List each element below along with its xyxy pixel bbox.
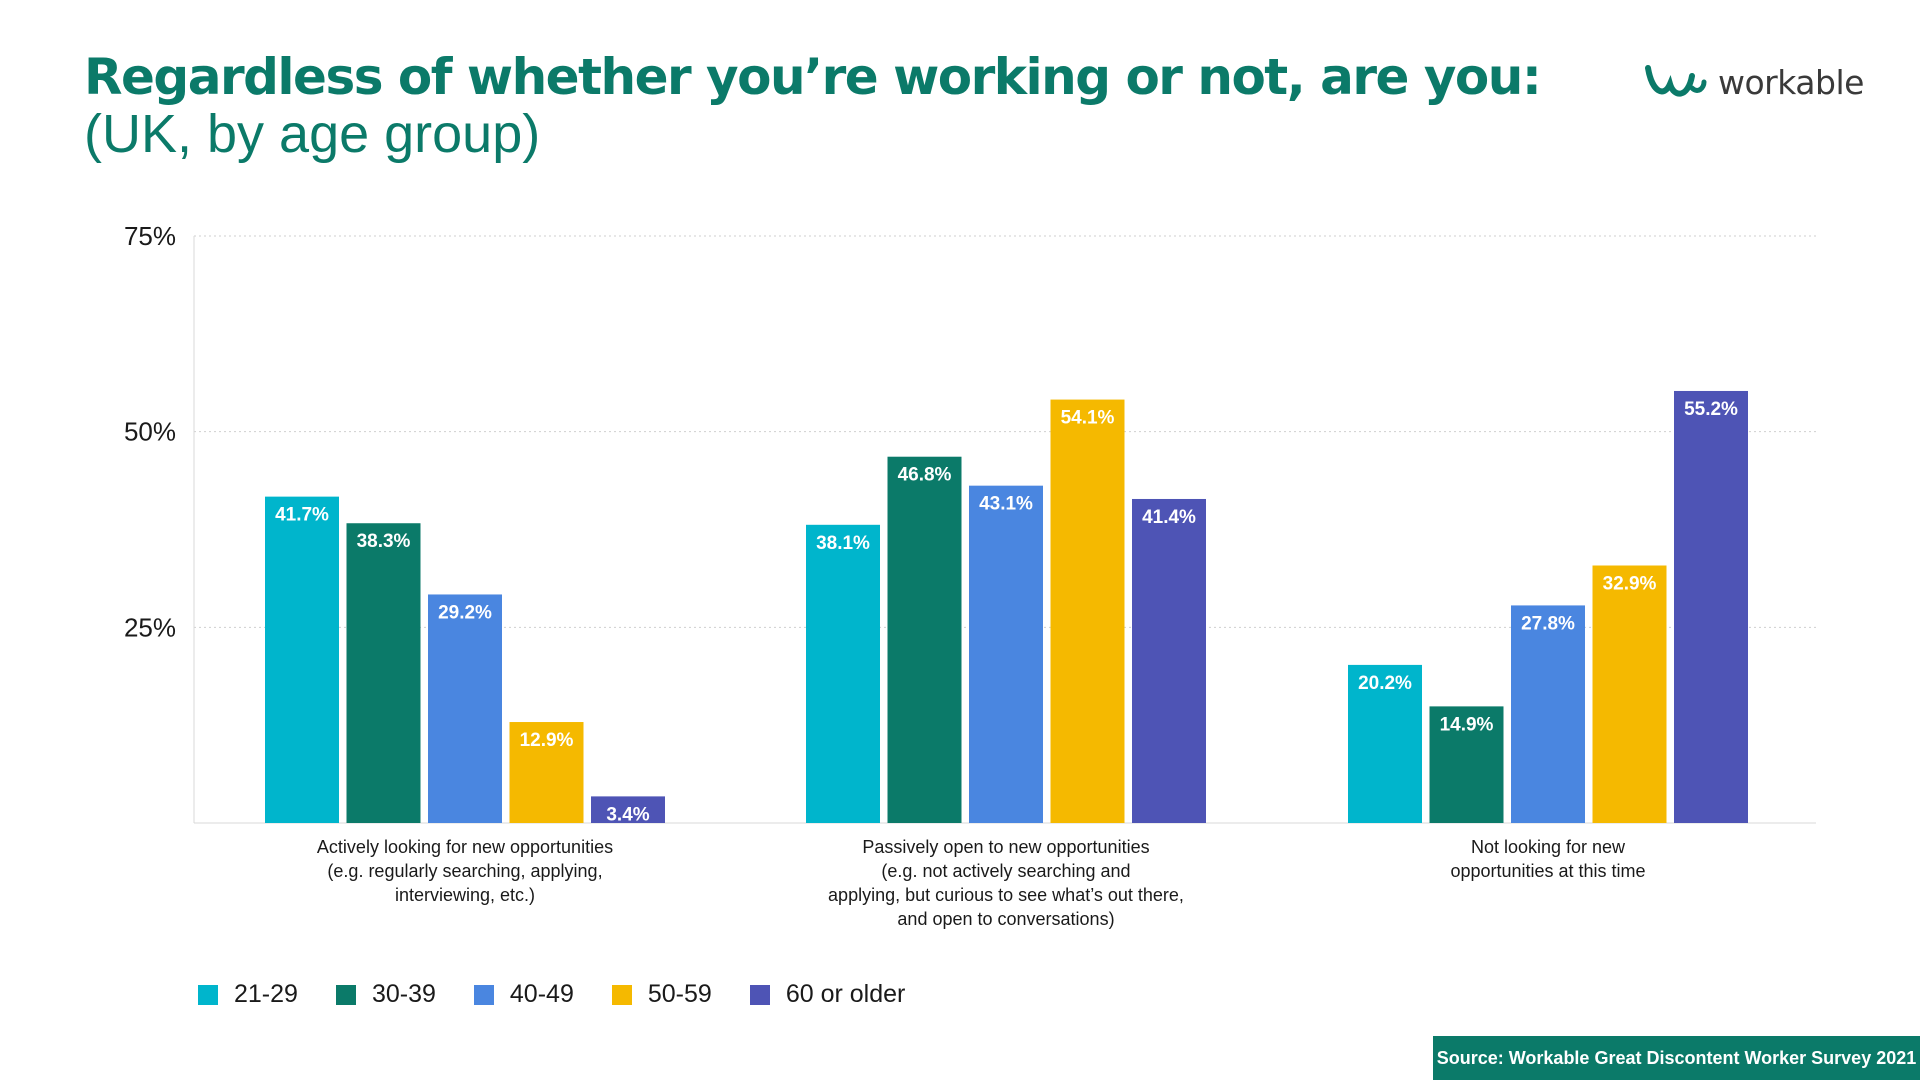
data-label: 55.2% bbox=[1684, 399, 1738, 420]
data-label: 27.8% bbox=[1521, 613, 1575, 634]
chart-legend: 21-29 30-39 40-49 50-59 60 or older bbox=[198, 980, 943, 1009]
data-label: 41.7% bbox=[275, 505, 329, 526]
x-category-label: opportunities at this time bbox=[1450, 861, 1645, 881]
legend-item: 30-39 bbox=[335, 980, 436, 1009]
y-tick-label: 25% bbox=[124, 612, 176, 642]
bar bbox=[1511, 605, 1585, 823]
data-label: 32.9% bbox=[1603, 574, 1657, 595]
legend-label: 50-59 bbox=[647, 980, 712, 1008]
bar bbox=[1674, 390, 1748, 823]
bar bbox=[1132, 498, 1206, 823]
legend-label: 60 or older bbox=[785, 980, 906, 1008]
y-tick-label: 50% bbox=[124, 417, 176, 447]
data-label: 46.8% bbox=[898, 465, 952, 486]
data-label: 41.4% bbox=[1142, 507, 1196, 528]
legend-swatch bbox=[473, 984, 494, 1005]
x-category-label: Not looking for new bbox=[1471, 837, 1626, 857]
x-category-label: (e.g. regularly searching, applying, bbox=[327, 861, 602, 881]
bar bbox=[887, 456, 962, 823]
legend-item: 40-49 bbox=[473, 980, 574, 1009]
chart-subtitle: (UK, by age group) bbox=[84, 104, 541, 164]
bar bbox=[265, 496, 339, 823]
x-category-label: and open to conversations) bbox=[897, 909, 1114, 929]
bar bbox=[591, 796, 665, 823]
data-label: 20.2% bbox=[1358, 673, 1412, 694]
data-label: 29.2% bbox=[438, 602, 492, 623]
data-label: 3.4% bbox=[606, 804, 649, 825]
legend-swatch bbox=[335, 984, 356, 1005]
legend-swatch bbox=[611, 984, 632, 1005]
x-category-label: (e.g. not actively searching and bbox=[881, 861, 1130, 881]
legend-label: 40-49 bbox=[509, 980, 574, 1008]
legend-item: 50-59 bbox=[611, 980, 712, 1009]
y-tick-label: 75% bbox=[124, 221, 176, 251]
bar bbox=[1348, 664, 1422, 823]
legend-label: 30-39 bbox=[371, 980, 436, 1008]
data-label: 54.1% bbox=[1061, 408, 1115, 429]
x-category-label: interviewing, etc.) bbox=[395, 885, 535, 905]
chart-title: Regardless of whether you’re working or … bbox=[84, 48, 1542, 106]
legend-swatch bbox=[198, 984, 218, 1005]
source-note: Source: Workable Great Discontent Worker… bbox=[1433, 1036, 1920, 1080]
bar bbox=[428, 594, 502, 823]
bar bbox=[346, 523, 421, 823]
bar-chart: 25% 50% 75% 41.7% 38.1% 20.2% 38.3% 46.8% 14.9% 2… bbox=[124, 221, 1816, 929]
x-category-label: Passively open to new opportunities bbox=[862, 837, 1149, 857]
data-label: 38.3% bbox=[357, 531, 411, 552]
bar bbox=[509, 722, 584, 823]
x-category-label: applying, but curious to see what’s out … bbox=[828, 885, 1184, 905]
bar bbox=[806, 524, 880, 823]
workable-logo: workable bbox=[1644, 60, 1864, 104]
bar bbox=[969, 485, 1043, 823]
x-category-label: Actively looking for new opportunities bbox=[317, 837, 613, 857]
bar bbox=[1050, 399, 1125, 823]
data-label: 12.9% bbox=[520, 730, 574, 751]
logo-text: workable bbox=[1718, 62, 1864, 102]
legend-swatch bbox=[749, 984, 770, 1005]
workable-logo-icon bbox=[1645, 65, 1707, 97]
legend-label: 21-29 bbox=[234, 980, 298, 1008]
bar bbox=[1592, 565, 1667, 823]
data-label: 14.9% bbox=[1440, 714, 1494, 735]
bar bbox=[1429, 706, 1504, 823]
legend-item: 21-29 bbox=[198, 980, 298, 1009]
data-label: 43.1% bbox=[979, 494, 1033, 515]
data-label: 38.1% bbox=[816, 533, 870, 554]
legend-item: 60 or older bbox=[749, 980, 906, 1009]
